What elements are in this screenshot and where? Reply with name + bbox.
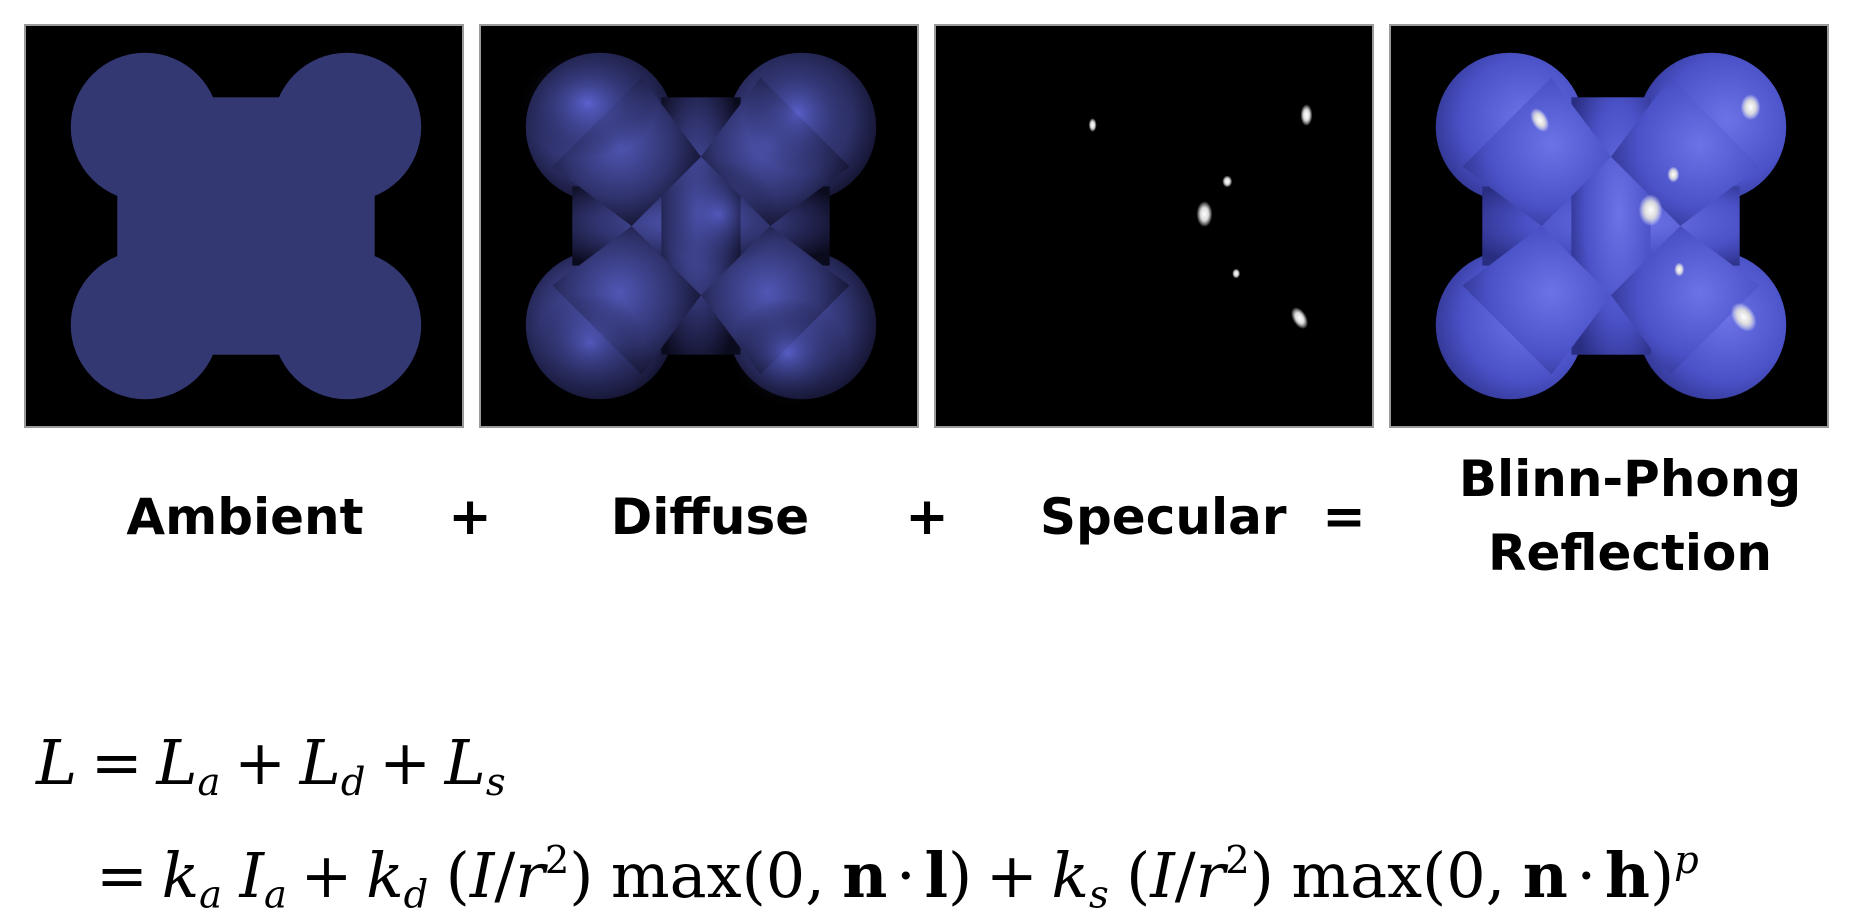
eq-specular-term: L [444,726,486,799]
eq-total-radiance: L [36,726,78,799]
blinn-phong-shape [1435,52,1787,400]
eq-subscript: s [485,759,506,805]
plus-operator-2: + [905,487,949,547]
eq-subscript: a [199,872,223,918]
eq-normal: n [842,838,888,912]
eq-kd: k [366,838,404,912]
eq-paren: ) [1249,838,1274,912]
eq-distance: r [1195,838,1226,912]
equation-line-1: L = La + Ld + Ls [36,732,506,802]
eq-half-vector: h [1604,838,1650,912]
eq-plus: + [234,726,287,799]
blinn-phong-label-line2: Reflection [1487,524,1772,582]
blinn-phong-label-line1: Blinn-Phong [1458,450,1802,508]
eq-exponent: 2 [1225,838,1250,883]
eq-ks: k [1051,838,1089,912]
specular-highlight [1088,118,1097,132]
eq-paren: ) [948,838,973,912]
eq-intensity: I [1150,838,1175,912]
eq-paren: ( [1126,838,1151,912]
specular-highlight [1222,175,1233,188]
eq-normal: n [1522,838,1568,912]
specular-panel [934,24,1374,428]
ambient-panel [24,24,464,428]
specular-highlight [1291,307,1308,329]
specular-highlight [1232,268,1241,279]
eq-shininess-exponent: p [1674,838,1699,883]
specular-highlight [1196,201,1213,227]
eq-equals: = [96,838,148,912]
specular-highlights [1088,104,1313,329]
eq-dot: · [896,838,916,912]
eq-plus: + [985,838,1038,912]
ambient-label: Ambient [126,488,364,546]
eq-plus: + [379,726,432,799]
specular-label: Specular [1040,488,1287,546]
eq-ambient-term: L [156,726,198,799]
eq-light-dir: l [924,838,948,912]
eq-equals: = [90,726,143,799]
eq-subscript: a [263,872,287,918]
plus-operator-1: + [448,487,492,547]
eq-max: max(0, [1291,838,1506,912]
blinn-phong-panel [1389,24,1829,428]
eq-max: max(0, [610,838,825,912]
specular-highlight [1300,104,1313,126]
eq-paren: ) [1649,838,1675,912]
diffuse-label: Diffuse [610,488,810,546]
eq-diffuse-term: L [299,726,341,799]
eq-ka: k [161,838,200,912]
diffuse-panel [479,24,919,428]
eq-subscript: s [1088,872,1109,918]
eq-subscript: d [403,872,429,918]
eq-subscript: a [197,759,221,805]
eq-subscript: d [340,759,366,805]
eq-intensity: I [469,838,495,912]
eq-distance: r [515,838,545,912]
eq-dot: · [1576,838,1597,912]
ambient-shape [70,52,422,400]
eq-slash: / [1174,838,1196,912]
equation-line-2: = ka Ia + kd (I/r2) max(0, n · l) + ks (I/r2) max(0, n… [96,838,1699,918]
eq-plus: + [300,838,353,912]
eq-paren: ) [569,838,594,912]
eq-exponent: 2 [544,838,570,883]
eq-paren: ( [445,838,470,912]
equals-operator: = [1322,487,1366,547]
eq-slash: / [494,838,516,912]
diffuse-shape [518,48,877,408]
eq-Ia: I [239,838,264,912]
